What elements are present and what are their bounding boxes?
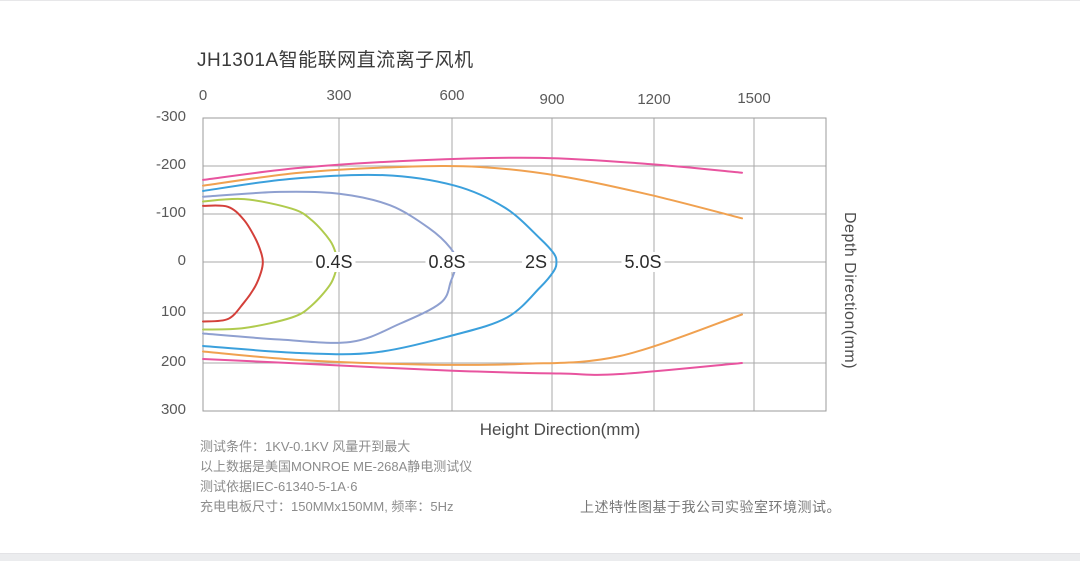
top-edge-line [0,0,1080,1]
curve-2s-blue [202,173,558,356]
curve-5.0s-orange [202,165,743,220]
y-tick-label: 100 [160,303,186,320]
chart-title: JH1301A智能联网直流离子风机 [197,50,474,71]
curve-label-0.4s: 0.4S [312,252,356,272]
plot-frame [202,117,827,412]
note-line: 充电电板尺寸：150MMx150MM, 频率：5Hz [200,499,454,514]
note-line: 测试条件：1KV-0.1KV 风量开到最大 [200,439,411,454]
x-tick-label: 1500 [737,90,771,107]
curve-5.0s-orange [202,313,743,366]
curve-outer-magenta [202,358,743,376]
curve-label-0.8s: 0.8S [425,252,469,272]
y-tick-label: -100 [155,204,186,221]
x-axis-label: Height Direction(mm) [479,420,641,439]
curve-inner-red [202,204,264,323]
bottom-edge-bar [0,553,1080,561]
y-tick-label: -200 [155,156,186,173]
footnote: 上述特性图基于我公司实验室环境测试。 [580,499,841,515]
x-tick-label: 0 [198,87,208,104]
note-line: 测试依据IEC-61340-5-1A·6 [200,479,358,494]
y-tick-label: 300 [160,401,186,418]
curve-outer-magenta [202,156,743,181]
x-tick-label: 300 [326,87,352,104]
y-tick-label: 0 [177,252,186,269]
x-tick-label: 600 [439,87,465,104]
x-tick-label: 900 [539,91,565,108]
test-notes: 测试条件：1KV-0.1KV 风量开到最大以上数据是美国MONROE ME-26… [200,437,472,517]
curve-label-2s: 2S [521,252,551,272]
x-tick-label: 1200 [637,91,671,108]
y-tick-label: 200 [160,353,186,370]
curve-label-5.0s: 5.0S [621,252,665,272]
y-axis-label: Depth Direction(mm) [841,212,858,370]
note-line: 以上数据是美国MONROE ME-268A静电测试仪 [200,459,473,474]
y-tick-label: -300 [155,108,186,125]
